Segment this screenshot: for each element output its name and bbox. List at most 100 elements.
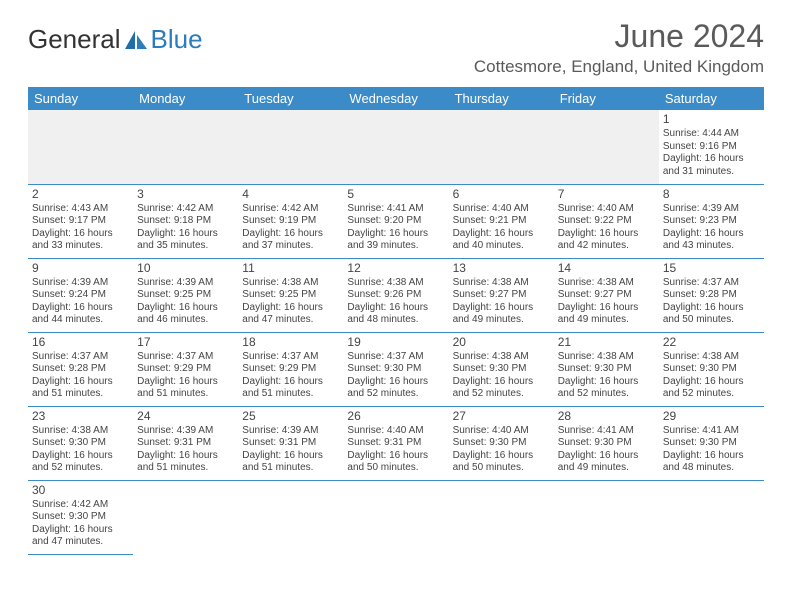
daylight-line: Daylight: 16 hours and 52 minutes.: [663, 376, 760, 401]
day-number: 26: [347, 409, 444, 424]
day-number: 22: [663, 335, 760, 350]
sunset-line: Sunset: 9:31 PM: [347, 437, 444, 450]
sunset-line: Sunset: 9:29 PM: [137, 363, 234, 376]
day-cell: 25Sunrise: 4:39 AMSunset: 9:31 PMDayligh…: [238, 406, 343, 480]
sunset-line: Sunset: 9:30 PM: [32, 511, 129, 524]
weekday-header: Saturday: [659, 87, 764, 110]
sunset-line: Sunset: 9:31 PM: [242, 437, 339, 450]
daylight-line: Daylight: 16 hours and 51 minutes.: [137, 376, 234, 401]
day-number: 6: [453, 187, 550, 202]
sunrise-line: Sunrise: 4:38 AM: [242, 277, 339, 290]
day-number: 28: [558, 409, 655, 424]
sunset-line: Sunset: 9:28 PM: [663, 289, 760, 302]
sunrise-line: Sunrise: 4:37 AM: [242, 351, 339, 364]
location: Cottesmore, England, United Kingdom: [474, 57, 764, 77]
sunrise-line: Sunrise: 4:38 AM: [558, 277, 655, 290]
day-cell: 30Sunrise: 4:42 AMSunset: 9:30 PMDayligh…: [28, 480, 133, 554]
empty-cell: [343, 480, 448, 554]
daylight-line: Daylight: 16 hours and 50 minutes.: [453, 450, 550, 475]
daylight-line: Daylight: 16 hours and 52 minutes.: [32, 450, 129, 475]
daylight-line: Daylight: 16 hours and 46 minutes.: [137, 302, 234, 327]
daylight-line: Daylight: 16 hours and 47 minutes.: [32, 524, 129, 549]
daylight-line: Daylight: 16 hours and 39 minutes.: [347, 228, 444, 253]
day-cell: 19Sunrise: 4:37 AMSunset: 9:30 PMDayligh…: [343, 332, 448, 406]
sunset-line: Sunset: 9:28 PM: [32, 363, 129, 376]
day-number: 27: [453, 409, 550, 424]
daylight-line: Daylight: 16 hours and 44 minutes.: [32, 302, 129, 327]
daylight-line: Daylight: 16 hours and 35 minutes.: [137, 228, 234, 253]
sunset-line: Sunset: 9:30 PM: [558, 437, 655, 450]
day-number: 8: [663, 187, 760, 202]
weekday-header: Wednesday: [343, 87, 448, 110]
sunrise-line: Sunrise: 4:42 AM: [137, 203, 234, 216]
day-cell: 1Sunrise: 4:44 AMSunset: 9:16 PMDaylight…: [659, 110, 764, 184]
day-number: 11: [242, 261, 339, 276]
daylight-line: Daylight: 16 hours and 52 minutes.: [347, 376, 444, 401]
day-cell: 10Sunrise: 4:39 AMSunset: 9:25 PMDayligh…: [133, 258, 238, 332]
day-cell: 15Sunrise: 4:37 AMSunset: 9:28 PMDayligh…: [659, 258, 764, 332]
day-cell: 12Sunrise: 4:38 AMSunset: 9:26 PMDayligh…: [343, 258, 448, 332]
sunset-line: Sunset: 9:19 PM: [242, 215, 339, 228]
sunrise-line: Sunrise: 4:38 AM: [663, 351, 760, 364]
daylight-line: Daylight: 16 hours and 48 minutes.: [663, 450, 760, 475]
daylight-line: Daylight: 16 hours and 37 minutes.: [242, 228, 339, 253]
sunrise-line: Sunrise: 4:40 AM: [347, 425, 444, 438]
daylight-line: Daylight: 16 hours and 47 minutes.: [242, 302, 339, 327]
day-cell: 20Sunrise: 4:38 AMSunset: 9:30 PMDayligh…: [449, 332, 554, 406]
daylight-line: Daylight: 16 hours and 52 minutes.: [558, 376, 655, 401]
day-cell: 6Sunrise: 4:40 AMSunset: 9:21 PMDaylight…: [449, 184, 554, 258]
weekday-header: Sunday: [28, 87, 133, 110]
sunset-line: Sunset: 9:17 PM: [32, 215, 129, 228]
sunset-line: Sunset: 9:30 PM: [32, 437, 129, 450]
day-number: 24: [137, 409, 234, 424]
empty-cell: [133, 480, 238, 554]
logo-text-1: General: [28, 24, 121, 55]
day-cell: 24Sunrise: 4:39 AMSunset: 9:31 PMDayligh…: [133, 406, 238, 480]
sunrise-line: Sunrise: 4:39 AM: [663, 203, 760, 216]
day-number: 14: [558, 261, 655, 276]
sunset-line: Sunset: 9:30 PM: [663, 363, 760, 376]
daylight-line: Daylight: 16 hours and 49 minutes.: [453, 302, 550, 327]
sunset-line: Sunset: 9:27 PM: [453, 289, 550, 302]
day-cell: 28Sunrise: 4:41 AMSunset: 9:30 PMDayligh…: [554, 406, 659, 480]
day-number: 4: [242, 187, 339, 202]
empty-cell: [238, 480, 343, 554]
day-number: 3: [137, 187, 234, 202]
daylight-line: Daylight: 16 hours and 51 minutes.: [137, 450, 234, 475]
day-cell: 23Sunrise: 4:38 AMSunset: 9:30 PMDayligh…: [28, 406, 133, 480]
empty-cell: [343, 110, 448, 184]
sunrise-line: Sunrise: 4:41 AM: [558, 425, 655, 438]
daylight-line: Daylight: 16 hours and 51 minutes.: [32, 376, 129, 401]
sunset-line: Sunset: 9:25 PM: [242, 289, 339, 302]
calendar-body: 1Sunrise: 4:44 AMSunset: 9:16 PMDaylight…: [28, 110, 764, 554]
sunset-line: Sunset: 9:16 PM: [663, 141, 760, 154]
sunrise-line: Sunrise: 4:42 AM: [242, 203, 339, 216]
daylight-line: Daylight: 16 hours and 50 minutes.: [347, 450, 444, 475]
sunset-line: Sunset: 9:30 PM: [663, 437, 760, 450]
day-number: 10: [137, 261, 234, 276]
daylight-line: Daylight: 16 hours and 50 minutes.: [663, 302, 760, 327]
day-cell: 18Sunrise: 4:37 AMSunset: 9:29 PMDayligh…: [238, 332, 343, 406]
calendar-header-row: SundayMondayTuesdayWednesdayThursdayFrid…: [28, 87, 764, 110]
sunset-line: Sunset: 9:26 PM: [347, 289, 444, 302]
empty-cell: [554, 480, 659, 554]
day-cell: 14Sunrise: 4:38 AMSunset: 9:27 PMDayligh…: [554, 258, 659, 332]
day-number: 2: [32, 187, 129, 202]
day-number: 23: [32, 409, 129, 424]
day-cell: 26Sunrise: 4:40 AMSunset: 9:31 PMDayligh…: [343, 406, 448, 480]
day-cell: 22Sunrise: 4:38 AMSunset: 9:30 PMDayligh…: [659, 332, 764, 406]
daylight-line: Daylight: 16 hours and 31 minutes.: [663, 153, 760, 178]
sunrise-line: Sunrise: 4:37 AM: [663, 277, 760, 290]
sunset-line: Sunset: 9:30 PM: [558, 363, 655, 376]
sunset-line: Sunset: 9:20 PM: [347, 215, 444, 228]
weekday-header: Monday: [133, 87, 238, 110]
sunrise-line: Sunrise: 4:40 AM: [558, 203, 655, 216]
sunrise-line: Sunrise: 4:38 AM: [453, 351, 550, 364]
day-cell: 27Sunrise: 4:40 AMSunset: 9:30 PMDayligh…: [449, 406, 554, 480]
day-cell: 9Sunrise: 4:39 AMSunset: 9:24 PMDaylight…: [28, 258, 133, 332]
sunrise-line: Sunrise: 4:40 AM: [453, 203, 550, 216]
sunrise-line: Sunrise: 4:44 AM: [663, 128, 760, 141]
day-number: 29: [663, 409, 760, 424]
day-number: 16: [32, 335, 129, 350]
logo-text-2: Blue: [151, 24, 203, 55]
